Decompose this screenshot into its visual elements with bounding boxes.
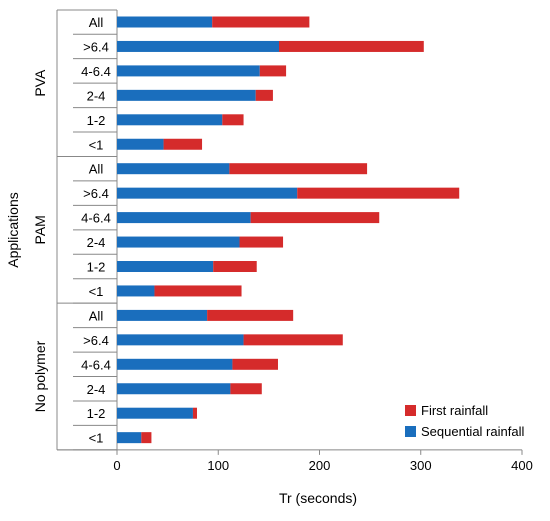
group-label: PAM	[32, 215, 48, 244]
bar-first-rainfall	[141, 432, 152, 444]
bar-sequential-rainfall	[117, 187, 298, 199]
category-label: 2-4	[87, 88, 106, 103]
bar-first-rainfall	[213, 261, 257, 272]
category-label: <1	[89, 284, 104, 299]
bar-first-rainfall	[163, 138, 203, 150]
bar-sequential-rainfall	[117, 236, 240, 248]
bar-sequential-rainfall	[117, 407, 193, 419]
x-tick-label: 400	[511, 458, 533, 473]
legend-swatch	[405, 426, 416, 437]
bar-first-rainfall	[207, 309, 294, 321]
category-label: 4-6.4	[81, 357, 111, 372]
bar-first-rainfall	[229, 163, 368, 175]
category-label: All	[89, 308, 104, 323]
category-label: 1-2	[87, 260, 106, 275]
bar-sequential-rainfall	[117, 89, 256, 101]
bar-first-rainfall	[192, 407, 197, 419]
category-label: >6.4	[83, 39, 109, 54]
bar-first-rainfall	[259, 65, 287, 77]
bar-sequential-rainfall	[117, 163, 230, 175]
bar-sequential-rainfall	[117, 40, 279, 52]
bar-first-rainfall	[255, 89, 273, 101]
category-label: <1	[89, 431, 104, 446]
bar-first-rainfall	[212, 16, 310, 28]
bar-first-rainfall	[230, 383, 262, 395]
bar-sequential-rainfall	[117, 114, 223, 126]
category-label: >6.4	[83, 333, 109, 348]
group-label: PVA	[32, 69, 48, 97]
bar-first-rainfall	[154, 285, 242, 297]
category-label: 2-4	[87, 382, 106, 397]
x-tick-label: 300	[410, 458, 432, 473]
x-tick-label: 100	[207, 458, 229, 473]
bar-sequential-rainfall	[117, 65, 260, 77]
legend-label: First rainfall	[421, 403, 488, 418]
legend-label: Sequential rainfall	[421, 424, 524, 439]
bar-first-rainfall	[243, 334, 343, 346]
bar-first-rainfall	[250, 212, 380, 224]
bar-sequential-rainfall	[117, 212, 251, 224]
category-label: 4-6.4	[81, 64, 111, 79]
legend-swatch	[405, 405, 416, 416]
bar-first-rainfall	[297, 187, 460, 199]
bar-sequential-rainfall	[117, 285, 155, 297]
bar-first-rainfall	[222, 114, 244, 126]
bar-sequential-rainfall	[117, 138, 164, 150]
bar-sequential-rainfall	[117, 358, 233, 370]
bar-sequential-rainfall	[117, 383, 231, 395]
bar-sequential-rainfall	[117, 16, 213, 28]
y-axis-title: Applications	[5, 192, 21, 268]
bar-first-rainfall	[239, 236, 284, 248]
category-label: 1-2	[87, 406, 106, 421]
x-axis-title: Tr (seconds)	[279, 490, 357, 506]
category-label: All	[89, 162, 104, 177]
category-label: 1-2	[87, 113, 106, 128]
x-tick-label: 0	[113, 458, 120, 473]
category-label: All	[89, 15, 104, 30]
bar-sequential-rainfall	[117, 334, 244, 346]
bar-sequential-rainfall	[117, 432, 142, 444]
group-label: No polymer	[32, 340, 48, 412]
bar-first-rainfall	[279, 40, 424, 52]
category-label: <1	[89, 137, 104, 152]
category-label: 2-4	[87, 235, 106, 250]
x-tick-label: 200	[309, 458, 331, 473]
bar-sequential-rainfall	[117, 261, 214, 272]
category-label: 4-6.4	[81, 211, 111, 226]
bar-sequential-rainfall	[117, 309, 208, 321]
legend: First rainfall Sequential rainfall	[405, 403, 524, 439]
bar-first-rainfall	[232, 358, 278, 370]
category-label: >6.4	[83, 186, 109, 201]
